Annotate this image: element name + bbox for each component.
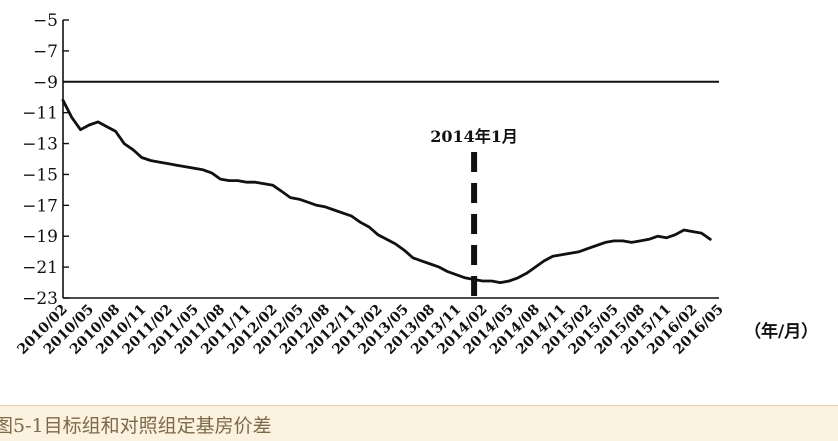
- y-tick-label: −15: [22, 165, 58, 185]
- y-tick-label: −13: [22, 135, 58, 155]
- line-chart: 2014年1月 −5 −7 −9 −11 −13 −15 −17 −19 −21 −23 2010…: [15, 11, 819, 358]
- annotation-layer: 2014年1月: [430, 127, 518, 298]
- axes-layer: [62, 19, 719, 299]
- y-tick-label: −11: [22, 104, 58, 124]
- series-layer: [61, 98, 712, 285]
- figure-caption-bar: 图5-1目标组和对照组定基房价差: [0, 405, 838, 441]
- series-line: [61, 98, 712, 285]
- y-tick-label: −17: [22, 196, 58, 216]
- annotation-label: 2014年1月: [430, 127, 518, 146]
- figure-caption: 图5-1目标组和对照组定基房价差: [0, 415, 272, 437]
- y-tick-label: −5: [33, 11, 58, 31]
- y-tick-label: −9: [33, 73, 58, 93]
- x-tick-labels: 2010/022010/052010/082010/112011/022011/…: [15, 302, 727, 358]
- y-tick-label: −21: [22, 258, 58, 278]
- y-tick-label: −19: [22, 227, 58, 247]
- chart-area: 2014年1月 −5 −7 −9 −11 −13 −15 −17 −19 −21 −23 2010…: [15, 11, 819, 358]
- y-tick-label: −23: [22, 289, 58, 309]
- y-tick-labels: −5 −7 −9 −11 −13 −15 −17 −19 −21 −23: [22, 11, 58, 309]
- x-axis-unit-label: （年/月）: [744, 321, 818, 342]
- y-tick-label: −7: [33, 42, 58, 62]
